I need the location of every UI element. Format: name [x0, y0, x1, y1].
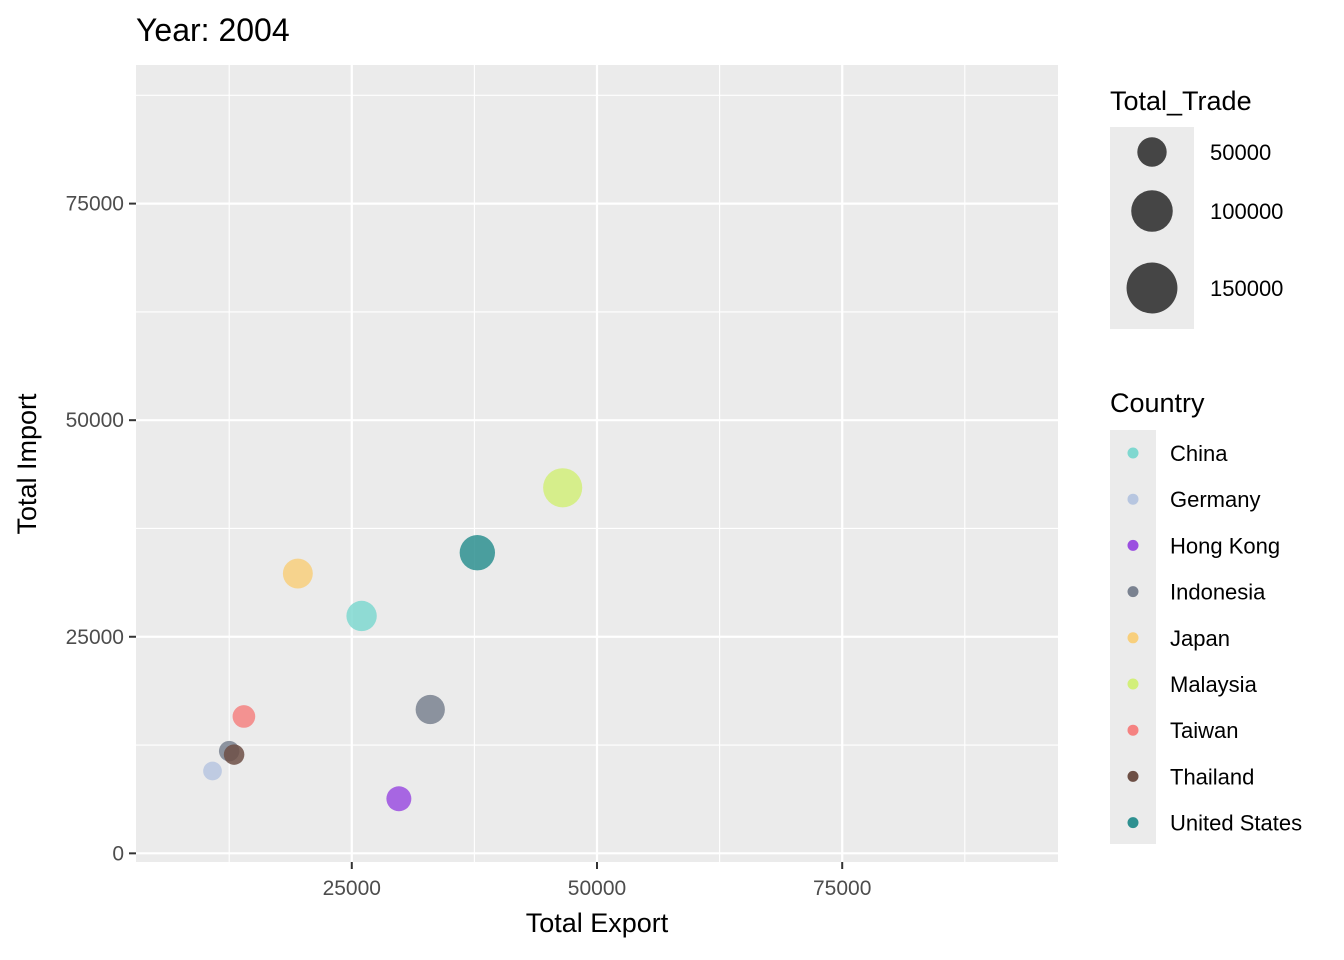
size-legend-label: 150000 [1210, 276, 1283, 301]
size-legend-key [1131, 190, 1173, 232]
color-legend-key [1127, 724, 1139, 736]
color-legend-label: United States [1170, 811, 1302, 836]
color-legend: Country China Germany Hong Kong Indonesia Ja… [1110, 388, 1302, 844]
y-axis-title: Total Import [12, 393, 42, 535]
size-legend-label: 100000 [1210, 199, 1283, 224]
data-point-taiwan [232, 705, 256, 728]
color-legend-key [1127, 632, 1139, 644]
data-point-malaysia [543, 468, 583, 508]
data-point-indonesia [415, 694, 445, 725]
x-tick-label: 50000 [568, 877, 626, 900]
color-legend-key [1127, 770, 1139, 782]
data-point-thailand [223, 744, 245, 765]
data-points [203, 468, 583, 812]
y-tick-label: 50000 [66, 409, 124, 432]
data-point-hong-kong [386, 786, 412, 812]
y-axis: 0 25000 50000 75000 [66, 193, 136, 865]
data-point-germany [203, 761, 222, 781]
y-tick-label: 75000 [66, 193, 124, 216]
major-gridlines [136, 65, 1058, 862]
color-legend-key [1127, 447, 1139, 459]
data-point-japan [282, 558, 313, 589]
x-axis: 25000 50000 75000 [323, 862, 871, 900]
size-legend-key [1137, 137, 1167, 167]
color-legend-label: Japan [1170, 626, 1230, 651]
color-legend-key [1127, 539, 1139, 551]
color-legend-label: Indonesia [1170, 580, 1266, 605]
x-axis-title: Total Export [526, 908, 669, 938]
size-legend-title: Total_Trade [1110, 86, 1252, 116]
color-legend-key [1127, 493, 1139, 505]
size-legend-label: 50000 [1210, 140, 1271, 165]
color-legend-label: Malaysia [1170, 672, 1258, 697]
data-point-china [346, 600, 377, 632]
x-tick-label: 75000 [813, 877, 871, 900]
color-legend-key [1127, 586, 1139, 598]
color-legend-key [1127, 817, 1139, 829]
y-tick-label: 25000 [66, 626, 124, 649]
data-point-united-states [459, 535, 496, 571]
chart-title: Year: 2004 [136, 12, 290, 48]
color-legend-label: China [1170, 441, 1228, 466]
color-legend-label: Germany [1170, 487, 1260, 512]
color-legend-label: Hong Kong [1170, 533, 1280, 558]
color-legend-label: Taiwan [1170, 718, 1238, 743]
size-legend-key [1126, 262, 1178, 314]
color-legend-key [1127, 678, 1139, 690]
x-tick-label: 25000 [323, 877, 381, 900]
size-legend: Total_Trade 50000 100000 150000 [1110, 86, 1283, 329]
color-legend-title: Country [1110, 388, 1205, 418]
y-tick-label: 0 [112, 842, 124, 865]
color-legend-label: Thailand [1170, 764, 1254, 789]
